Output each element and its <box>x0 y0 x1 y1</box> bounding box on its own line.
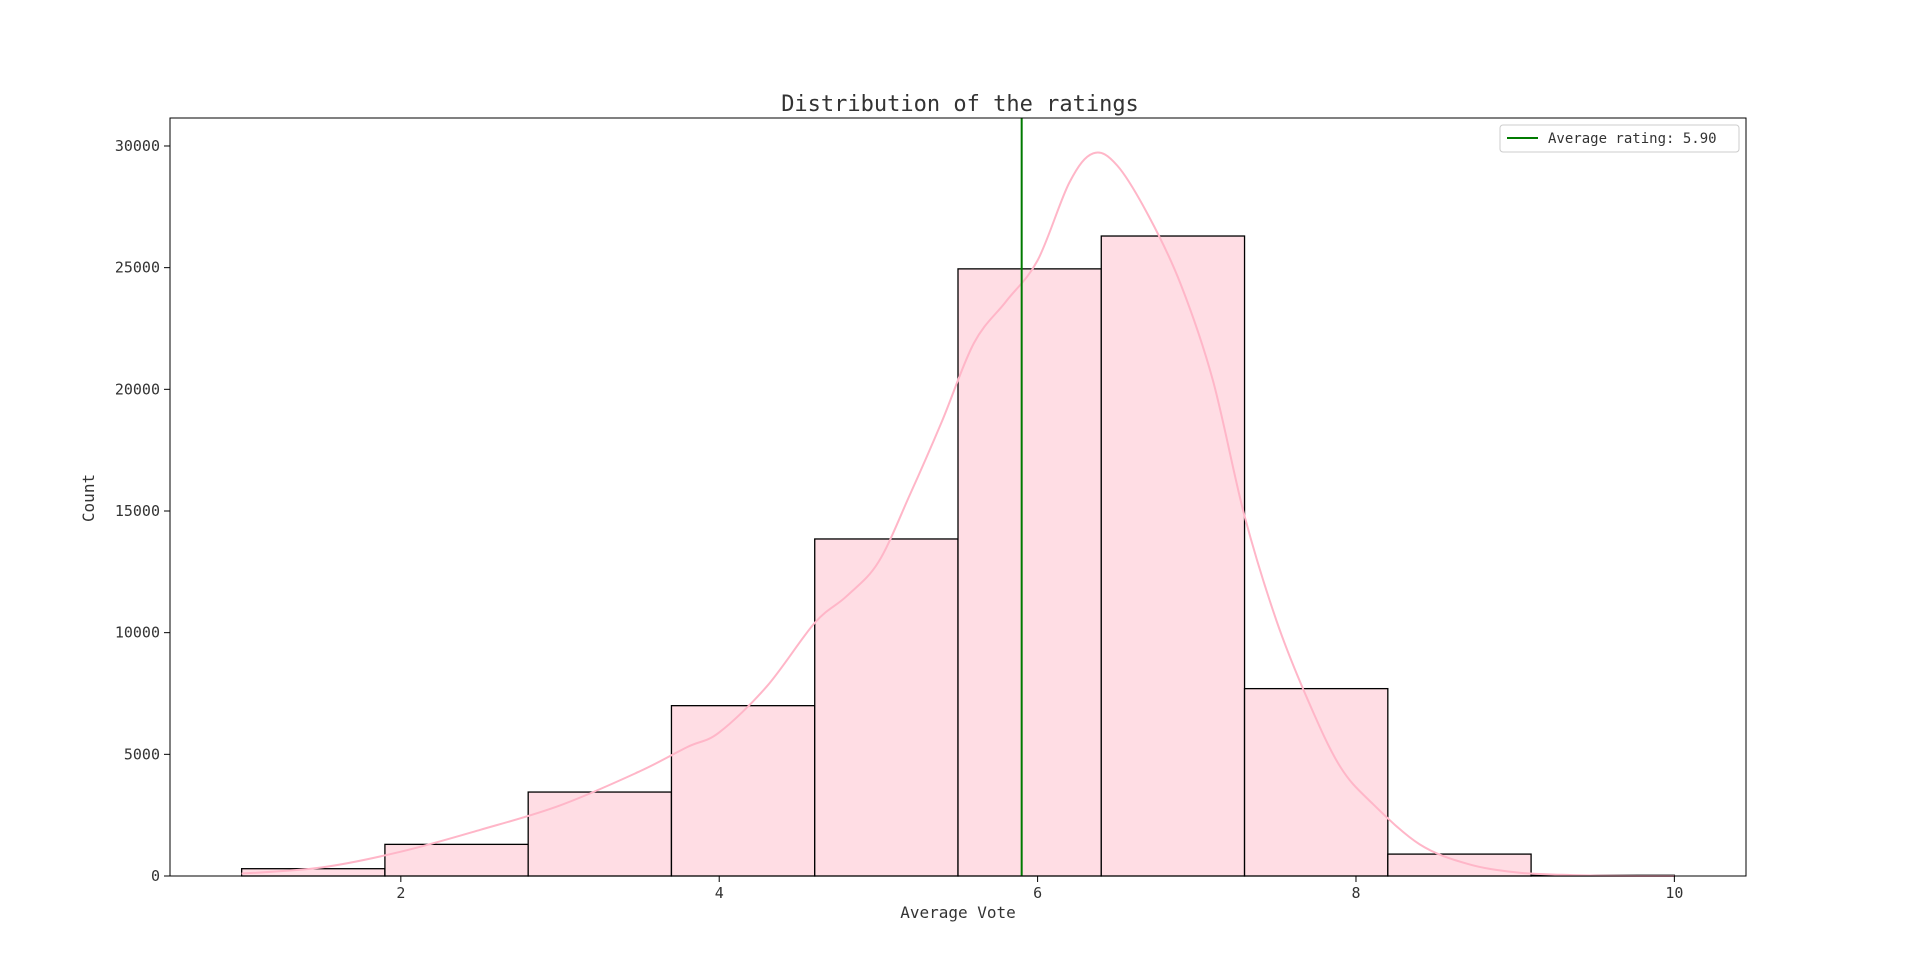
legend: Average rating: 5.90 <box>1499 124 1740 153</box>
plot-frame <box>169 117 1747 877</box>
histogram-bar-2 <box>384 843 529 877</box>
histogram-bar-7 <box>1100 235 1246 877</box>
histogram-bars <box>240 235 1676 877</box>
y-tick-label: 10000 <box>115 624 160 642</box>
legend-box <box>1499 124 1740 153</box>
legend-label: Average rating: 5.90 <box>1548 131 1717 147</box>
histogram-bar-8 <box>1243 687 1389 877</box>
histogram-bar-6 <box>957 268 1102 877</box>
y-tick-label: 20000 <box>115 380 160 398</box>
x-axis-label: Average Vote <box>900 903 1016 922</box>
y-tick-label: 30000 <box>115 137 160 155</box>
x-tick-label: 4 <box>715 884 724 902</box>
histogram-bar-4 <box>670 705 816 877</box>
y-tick-label: 5000 <box>124 745 160 763</box>
chart-title: Distribution of the ratings <box>781 92 1139 117</box>
y-axis-ticks: 0 5000 10000 15000 20000 25000 30000 <box>115 137 170 885</box>
histogram-bar-9 <box>1387 853 1532 877</box>
histogram-bar-5 <box>814 538 959 877</box>
y-tick-label: 25000 <box>115 259 160 277</box>
x-tick-label: 2 <box>396 884 405 902</box>
histogram-bar-3 <box>527 791 673 877</box>
x-tick-label: 10 <box>1665 884 1683 902</box>
x-tick-label: 6 <box>1033 884 1042 902</box>
y-axis-label: Count <box>79 474 98 522</box>
y-tick-label: 15000 <box>115 502 160 520</box>
x-axis-ticks: 2 4 6 8 10 <box>396 876 1683 902</box>
y-tick-label: 0 <box>151 867 160 885</box>
x-tick-label: 8 <box>1351 884 1360 902</box>
kde-curve <box>241 151 1675 877</box>
